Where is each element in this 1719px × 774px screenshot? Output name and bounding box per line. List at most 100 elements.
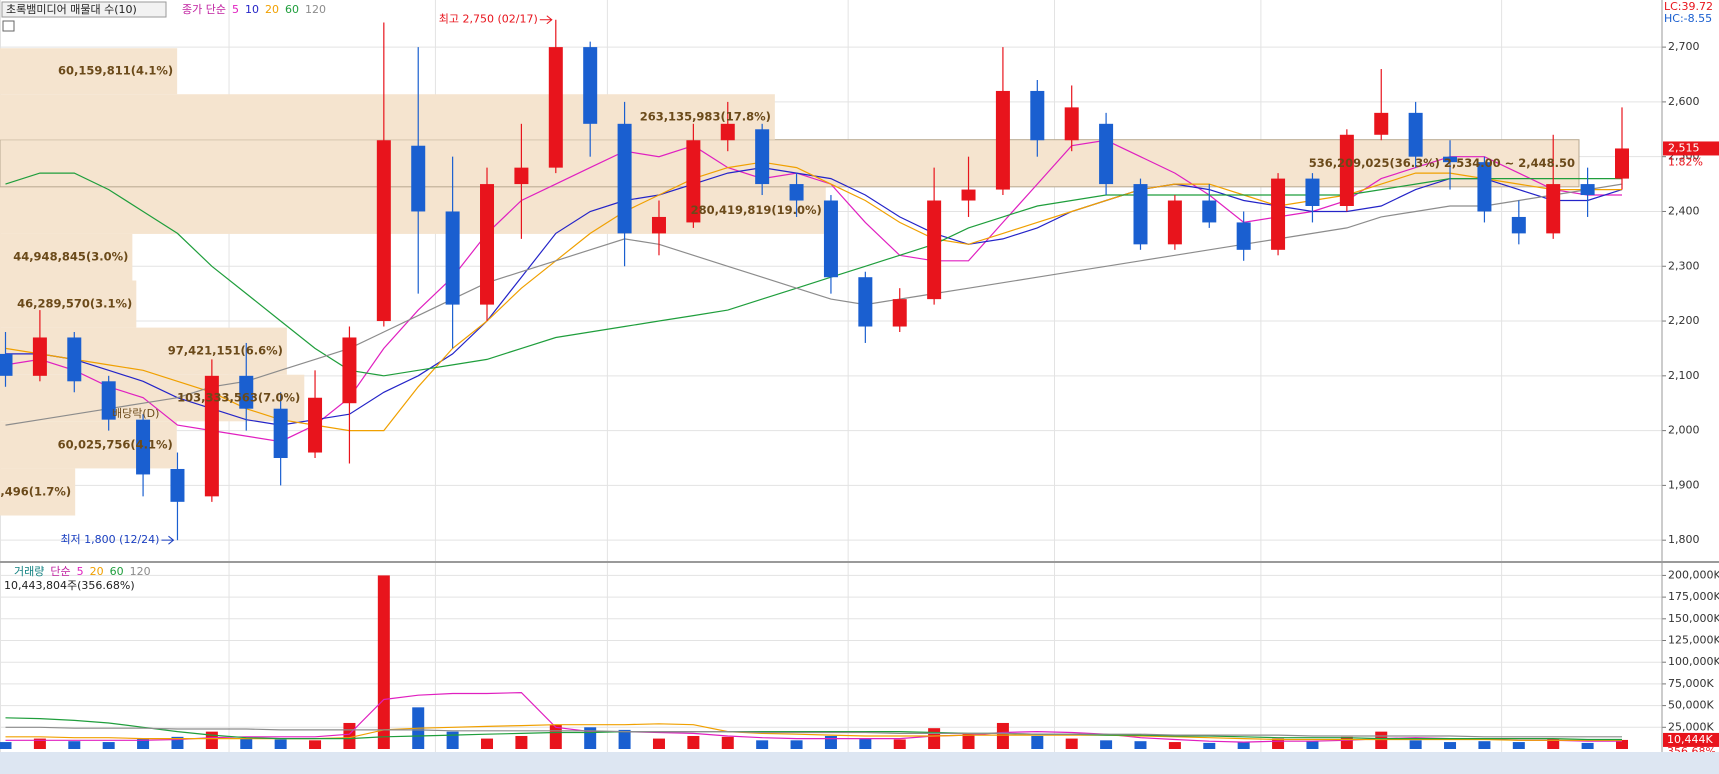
candle-body [239, 375, 254, 409]
candle-body [101, 381, 116, 420]
volume-bar [1375, 731, 1388, 749]
volume-bar [1065, 738, 1078, 749]
volume-bar [790, 740, 803, 749]
annotation: 배당락(D) [112, 407, 159, 420]
volume-bar [1547, 738, 1560, 749]
annotation-arrow [161, 535, 175, 545]
band-label: 46,289,570(3.1%) [17, 297, 132, 311]
band-label: 536,209,025(36.3%) 2,534.00 ~ 2,448.50 [1309, 156, 1575, 170]
chart-title: 초록뱀미디어 매물대 수(10) [6, 3, 137, 16]
current-volume-box [1663, 732, 1719, 747]
y-tick-label: 2,000 [1668, 424, 1700, 437]
moving-average [5, 183, 1623, 426]
y-tick-label: 2,600 [1668, 95, 1700, 108]
volume-bar [618, 729, 631, 749]
volume-profile-band [0, 327, 287, 375]
volume-bar [1409, 740, 1422, 749]
candle-body [548, 47, 563, 168]
volume-bar [1272, 738, 1285, 749]
volume-bar [652, 738, 665, 749]
volume-profile-band [0, 94, 775, 140]
volume-bar [102, 742, 115, 749]
volume-bar [1100, 740, 1113, 749]
candle-body [1236, 222, 1251, 250]
volume-bar [756, 740, 769, 749]
volume-bar [515, 735, 528, 749]
candle-body [1030, 90, 1045, 141]
legend-entry: 120 [130, 565, 151, 578]
candle-body [342, 337, 357, 404]
volume-bar [240, 738, 253, 749]
candle-body [823, 200, 838, 278]
y-tick-label: 2,200 [1668, 314, 1700, 327]
y-tick-label: 2,300 [1668, 259, 1700, 272]
band-label: 44,948,845(3.0%) [13, 250, 128, 264]
volume-bar [1203, 742, 1216, 749]
moving-average [5, 717, 1622, 741]
volume-bar [274, 739, 287, 749]
candle-body [170, 468, 185, 502]
volume-bar [68, 741, 81, 749]
y-tick-label: 1,800 [1668, 533, 1700, 546]
candle-body [136, 419, 151, 475]
volume-bar [137, 738, 150, 749]
candle-body [1477, 162, 1492, 212]
y-tick-label: 25,000K [1668, 720, 1714, 733]
volume-bar [859, 738, 872, 749]
band-label: 60,159,811(4.1%) [58, 64, 173, 78]
volume-bar [33, 738, 46, 749]
candle-body [67, 337, 82, 382]
grid-icon [2, 20, 15, 32]
y-tick-label: 2,100 [1668, 369, 1700, 382]
volume-bar [1340, 736, 1353, 749]
candle-body [1202, 200, 1217, 223]
band-label: 103,333,563(7.0%) [177, 391, 300, 405]
volume-profile-band [0, 374, 305, 422]
lc-label: LC:39.72 [1664, 0, 1713, 13]
candle-body [445, 211, 460, 305]
volume-bar [1512, 742, 1525, 749]
candle-body [1064, 107, 1079, 141]
marks-layer [0, 19, 1629, 749]
candle-body [1305, 178, 1320, 206]
volume-bar [1444, 742, 1457, 749]
volume-bar [377, 575, 390, 749]
legend-entry: 5 [232, 3, 239, 16]
current-price: 2,515 [1668, 141, 1700, 154]
candle-body [755, 129, 770, 185]
price-change: 1.82% [1668, 155, 1703, 168]
candle-body [1546, 184, 1561, 234]
y-tick-label: 50,000K [1668, 699, 1714, 712]
volume-bar [446, 731, 459, 749]
annotation-arrow [539, 15, 553, 25]
current-price-box [1663, 141, 1719, 156]
hc-label: HC:-8.55 [1664, 12, 1712, 25]
band-label: 280,419,819(19.0%) [691, 203, 822, 217]
y-tick-label: 150,000K [1668, 612, 1719, 625]
legend-entry: 단순 [50, 565, 70, 578]
candle-body [1615, 148, 1629, 179]
candle-body [720, 123, 735, 141]
candle-body [32, 337, 47, 376]
volume-bar [343, 722, 356, 749]
volume-bar [996, 722, 1009, 749]
current-volume: 10,444K [1667, 733, 1713, 746]
y-tick-label: 175,000K [1668, 590, 1719, 603]
x-axis-bar [0, 752, 1719, 774]
candle-body [1374, 112, 1389, 135]
volume-bar [893, 739, 906, 749]
annotation: 최고 2,750 (02/17) [439, 13, 538, 26]
volume-bar [1031, 735, 1044, 749]
candle-body [1580, 184, 1595, 196]
candle-body [1339, 134, 1354, 206]
candle-body [583, 47, 598, 124]
volume-info: 10,443,804주(356.68%) [4, 579, 135, 592]
candle-body [927, 200, 942, 300]
legend-entry: 종가 단순 [182, 3, 226, 16]
legend-entry: 20 [265, 3, 279, 16]
legend-entry: 120 [305, 3, 326, 16]
candle-body [273, 408, 288, 459]
y-tick-label: 100,000K [1668, 655, 1719, 668]
